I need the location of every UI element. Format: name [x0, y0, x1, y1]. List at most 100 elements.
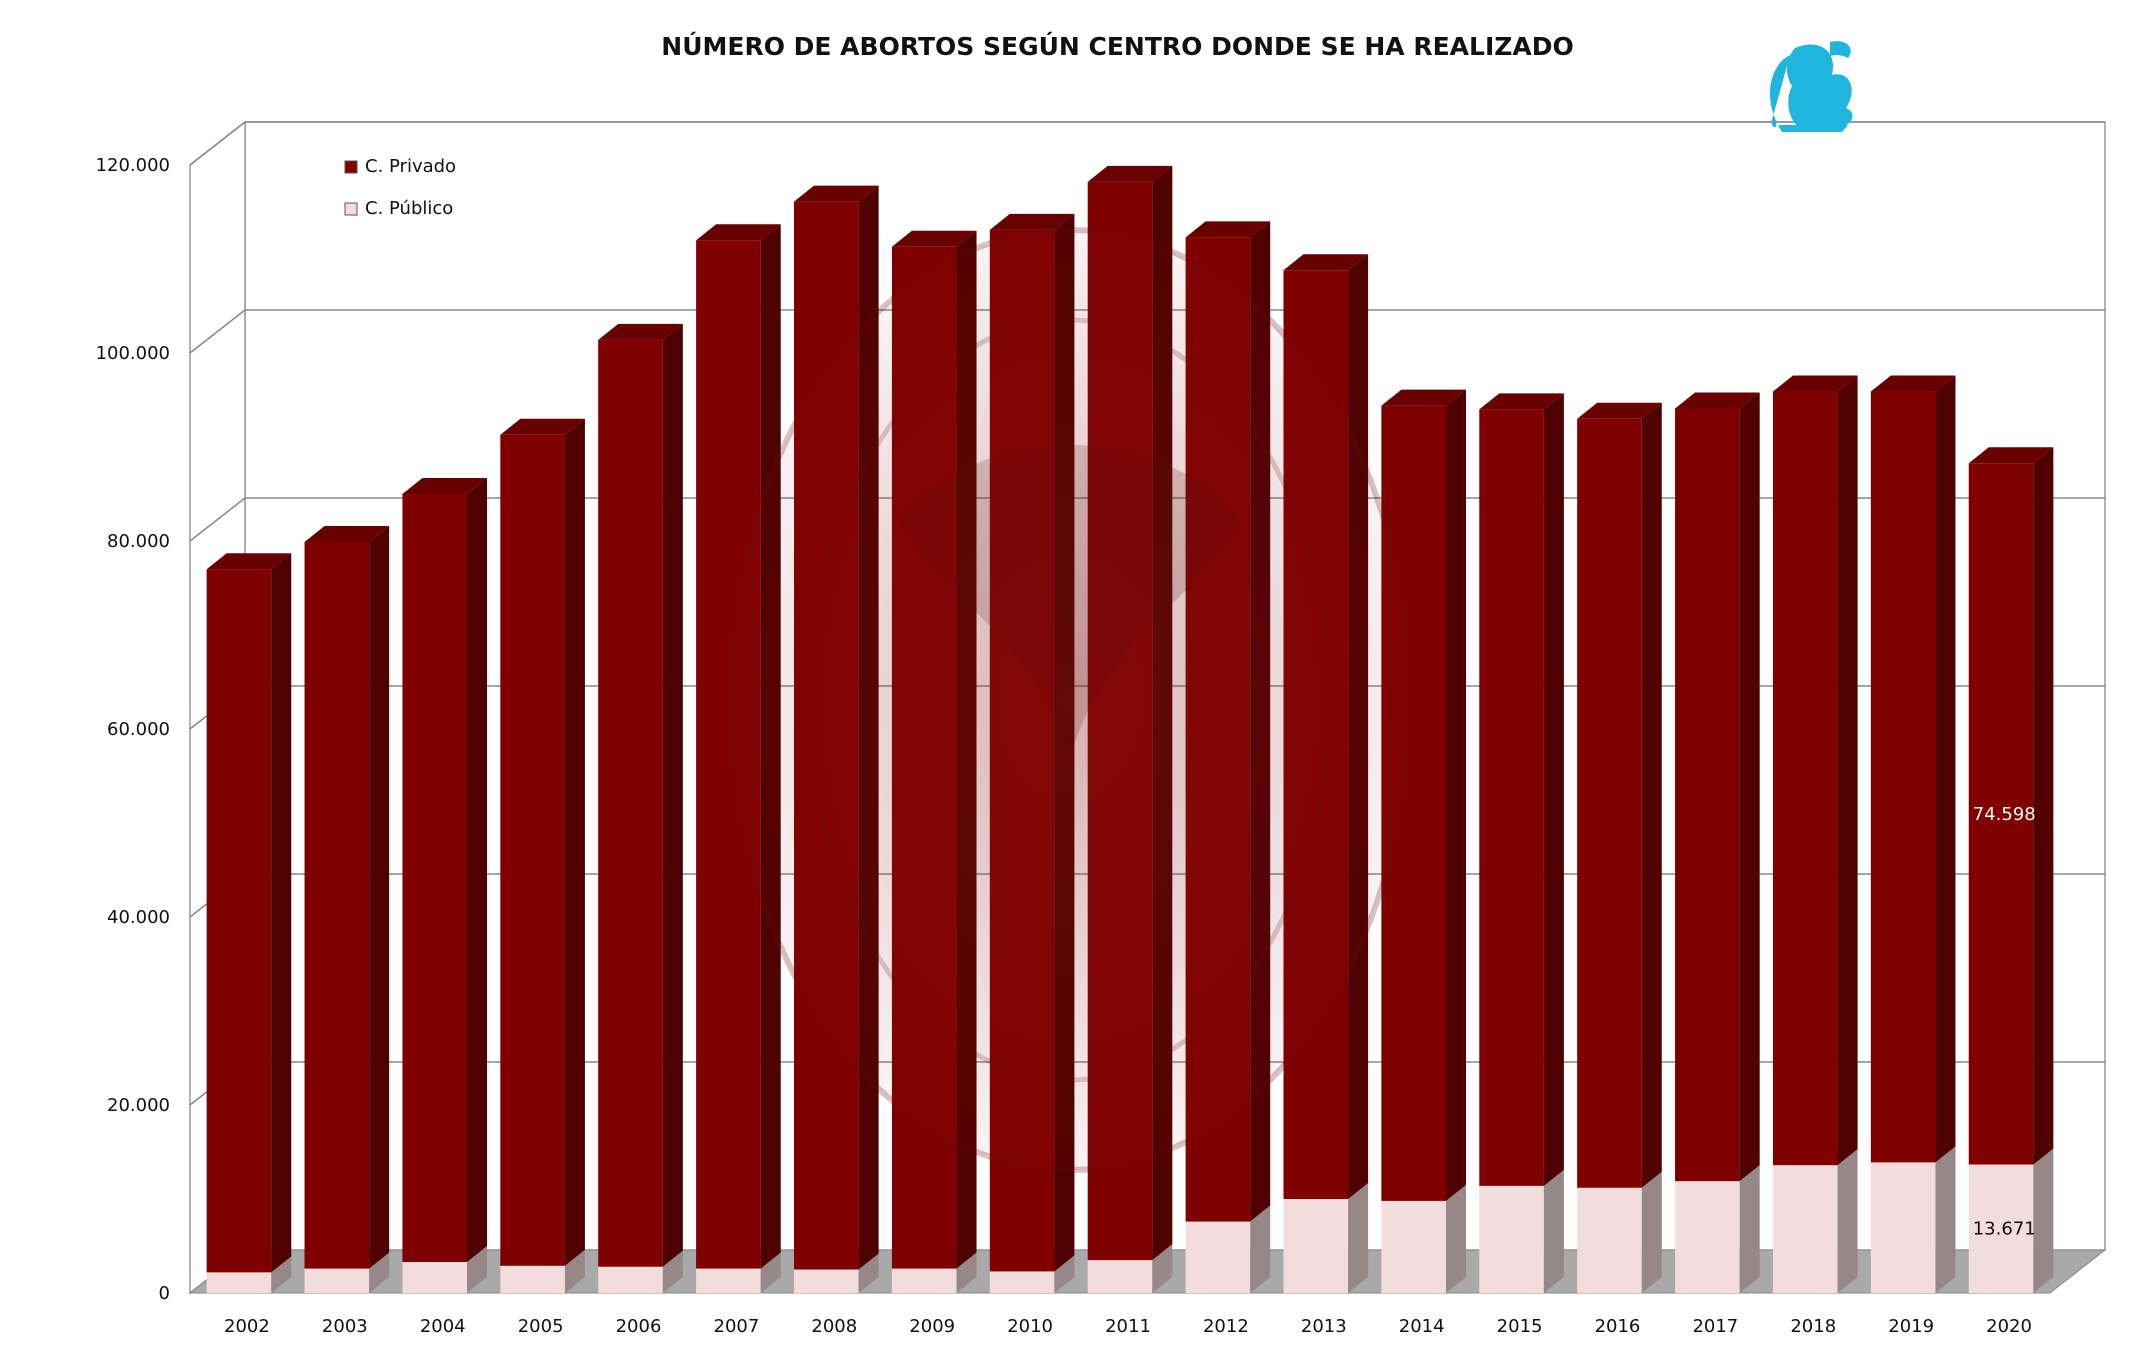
x-tick-label: 2008 [811, 1316, 857, 1337]
bar-privado-front [1772, 391, 1838, 1166]
bar-publico-front [1087, 1260, 1153, 1293]
bar-privado-front [598, 339, 663, 1267]
bar-privado [500, 418, 585, 1266]
x-tick-label: 2006 [616, 1316, 662, 1337]
bar-publico [1870, 1146, 1956, 1293]
x-tick-label: 2017 [1692, 1316, 1738, 1337]
bar-publico-side [1837, 1149, 1858, 1293]
bar-privado-side [1445, 389, 1466, 1201]
bar-publico-front [1675, 1181, 1740, 1293]
x-tick-label: 2011 [1105, 1316, 1151, 1337]
bar-privado-front [1870, 391, 1936, 1163]
x-tick-label: 2009 [909, 1316, 955, 1337]
bar-privado-top [696, 224, 781, 241]
bar-privado-top [1381, 389, 1466, 406]
bar-publico [1283, 1183, 1369, 1293]
bar-publico-front [1870, 1162, 1936, 1293]
legend: C. Privado C. Público [344, 156, 456, 219]
bar-publico-side [956, 1252, 977, 1293]
data-labels: 74.598 13.671 [1973, 804, 2036, 1240]
watermark-shape [807, 317, 1333, 1083]
x-tick-label: 2005 [518, 1316, 564, 1337]
bar-privado-top [500, 418, 585, 435]
bar-publico-front [1968, 1164, 2034, 1293]
bar-privado-top [794, 185, 879, 202]
bar-privado-top [891, 230, 977, 247]
bar-publico-front [598, 1266, 663, 1293]
gridline-depth [189, 497, 246, 542]
bar-publico-front [304, 1268, 370, 1293]
bar-publico-front [989, 1271, 1055, 1293]
gridline-depth [189, 309, 246, 354]
bar-privado-front [402, 494, 468, 1262]
data-label: 74.598 [1973, 804, 2036, 825]
bar-publico-front [1479, 1185, 1544, 1293]
bar-privado [1968, 447, 2054, 1165]
bar-publico-side [271, 1256, 292, 1293]
x-tick-label: 2018 [1790, 1316, 1836, 1337]
logo-head [1830, 41, 1851, 58]
bar-publico-front [1577, 1187, 1642, 1293]
x-tick-label: 2014 [1399, 1316, 1445, 1337]
bar-publico-side [760, 1252, 781, 1293]
legend-swatch [344, 202, 358, 216]
watermark-shape [727, 227, 1413, 1173]
x-tick-label: 2019 [1888, 1316, 1934, 1337]
bar-privado [1772, 375, 1858, 1166]
bar-privado-top [304, 525, 390, 542]
bar-privado-side [1739, 392, 1760, 1182]
bar-publico-side [1152, 1244, 1173, 1293]
bar-privado-side [467, 478, 488, 1262]
bar-privado-top [1283, 254, 1369, 271]
bar-publico-front [696, 1268, 761, 1293]
bar-publico-front [206, 1272, 272, 1293]
x-tick-label: 2020 [1986, 1316, 2032, 1337]
x-tick-label: 2004 [420, 1316, 466, 1337]
bar-publico-side [858, 1253, 879, 1293]
bar-privado-side [1837, 375, 1858, 1166]
bar-publico [1577, 1171, 1662, 1293]
bar-publico-side [1445, 1184, 1466, 1293]
bar-privado-front [304, 541, 370, 1269]
bar-privado-front [1968, 463, 2034, 1165]
bar-privado [598, 323, 683, 1267]
bar-publico-front [891, 1268, 957, 1293]
chart-title: NÚMERO DE ABORTOS SEGÚN CENTRO DONDE SE … [661, 32, 1574, 61]
bar-privado [206, 553, 292, 1273]
bar-publico-front [1772, 1165, 1838, 1293]
y-tick-label: 120.000 [96, 155, 170, 176]
bar-privado-top [1772, 375, 1858, 392]
bar-privado-top [1185, 221, 1271, 238]
bar-privado-top [1479, 393, 1564, 410]
x-tick-label: 2002 [224, 1316, 270, 1337]
bar-publico-side [1348, 1183, 1369, 1293]
x-tick-label: 2015 [1497, 1316, 1543, 1337]
bar-privado [1381, 389, 1466, 1201]
x-tick-label: 2013 [1301, 1316, 1347, 1337]
bar-publico-side [1739, 1165, 1760, 1293]
bar-publico-front [1381, 1200, 1446, 1293]
bar-privado-top [206, 553, 292, 570]
y-tick-label: 100.000 [96, 343, 170, 364]
bar-privado-side [662, 323, 683, 1267]
bar-privado-side [1935, 375, 1956, 1163]
bar-privado [304, 525, 390, 1269]
bar-privado-top [1087, 165, 1173, 182]
bar-privado-top [1870, 375, 1956, 392]
bar-publico [1381, 1184, 1466, 1293]
bar-privado-front [1675, 408, 1740, 1182]
bar-privado [1675, 392, 1760, 1182]
bar-publico-front [1185, 1221, 1251, 1293]
x-tick-label: 2003 [322, 1316, 368, 1337]
bar-privado-front [1577, 418, 1642, 1188]
bar-privado-top [1577, 402, 1662, 419]
bar-publico [1675, 1165, 1760, 1293]
legend-swatch [344, 160, 358, 174]
y-tick-label: 20.000 [107, 1095, 170, 1116]
bar-privado [1577, 402, 1662, 1188]
bar-publico-side [2033, 1148, 2054, 1293]
logo-wing [1770, 55, 1790, 128]
bar-privado-top [402, 478, 488, 494]
eagle-emblem-logo [1770, 41, 1853, 132]
